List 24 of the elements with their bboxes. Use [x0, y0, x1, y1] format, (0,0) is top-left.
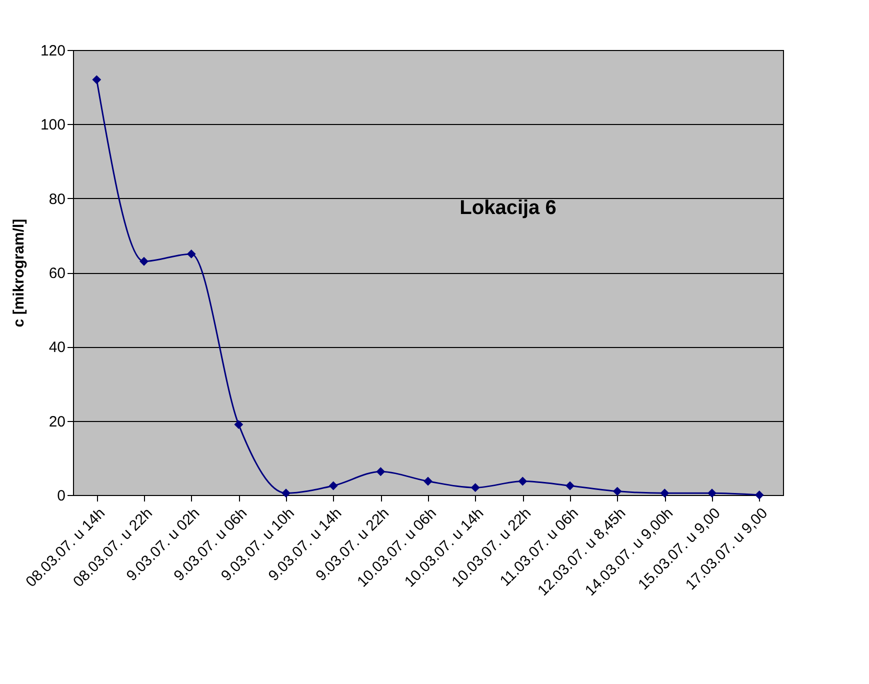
point: [92, 75, 102, 84]
point: [754, 490, 764, 500]
point: [376, 467, 386, 476]
point: [660, 488, 670, 498]
point: [708, 488, 716, 498]
point: [140, 256, 148, 266]
point: [518, 476, 528, 486]
point: [234, 420, 244, 430]
y-tick-label: 60: [48, 265, 66, 282]
point: [282, 488, 290, 498]
y-tick-label: 20: [48, 413, 66, 430]
y-axis-title: c [mikrogram/l]: [10, 218, 28, 328]
point: [424, 476, 432, 486]
point: [328, 481, 338, 490]
y-tick-label: 120: [40, 42, 66, 60]
point: [470, 483, 480, 492]
y-tick-label: 40: [48, 339, 66, 356]
point: [566, 481, 574, 490]
y-tick-label: 100: [40, 116, 66, 134]
point: [186, 249, 196, 258]
y-tick-label: 80: [48, 190, 66, 208]
text: Lokacija 6: [460, 197, 556, 219]
point: [612, 486, 622, 496]
y-tick-label: 0: [57, 488, 66, 504]
